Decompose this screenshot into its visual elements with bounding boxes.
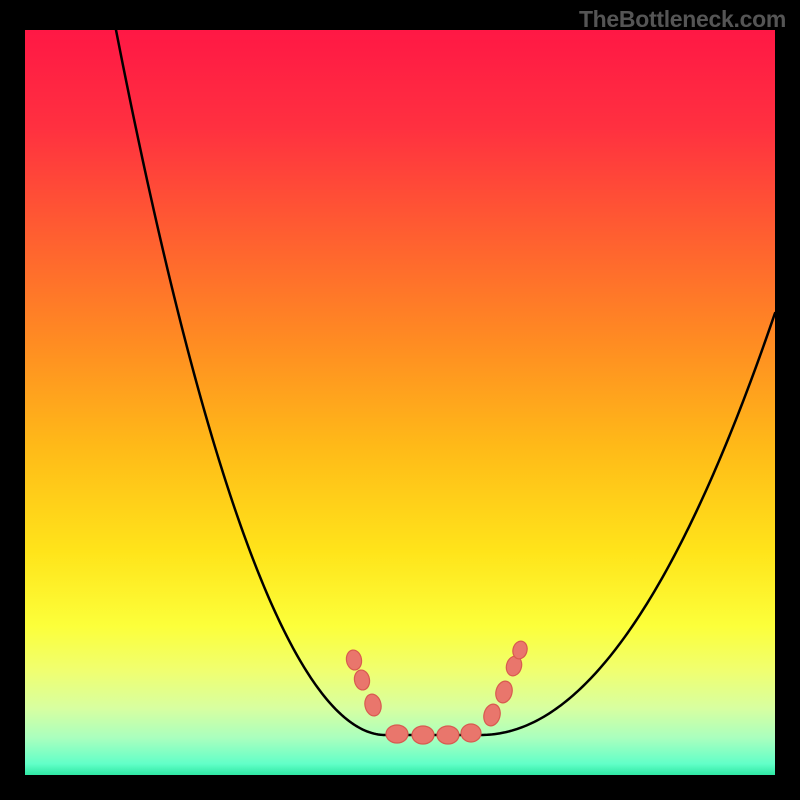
bottleneck-chart — [0, 0, 800, 800]
marker-3 — [386, 725, 408, 743]
marker-6 — [461, 724, 481, 742]
plot-background — [25, 30, 775, 775]
watermark-text: TheBottleneck.com — [579, 6, 786, 33]
marker-5 — [437, 726, 459, 744]
marker-4 — [412, 726, 434, 744]
